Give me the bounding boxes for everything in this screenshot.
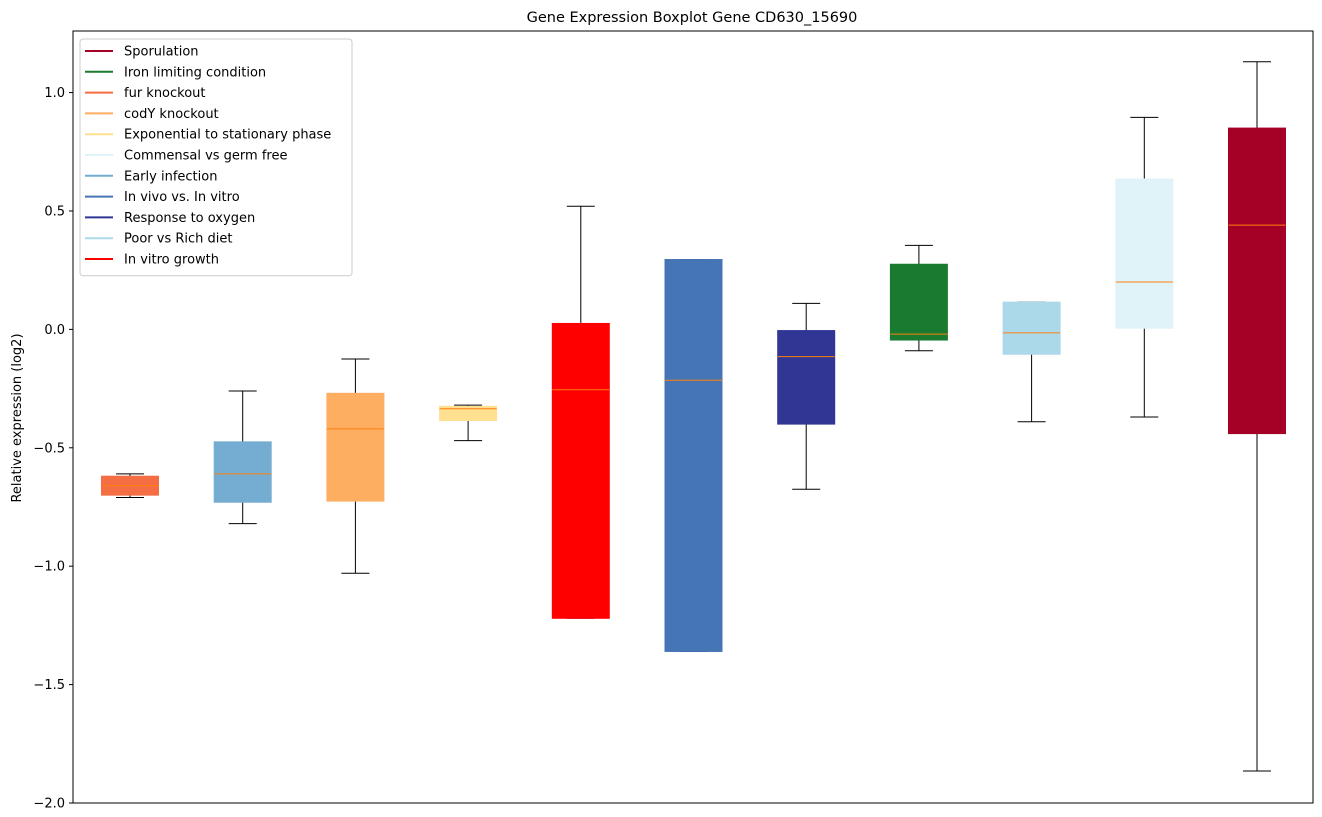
legend-label: Iron limiting condition xyxy=(124,65,266,80)
box-in-vitro-growth xyxy=(551,322,610,619)
box-exponential-to-stationary-phase xyxy=(439,405,498,422)
axes-layer: −2.0 −1.5 −1.0 −0.5 0.0 0.5 1.0 xyxy=(33,30,1314,812)
y-tick-label: −0.5 xyxy=(33,441,65,456)
box-group-11 xyxy=(1228,61,1286,772)
boxes-layer xyxy=(101,61,1286,772)
box-group-7 xyxy=(777,302,836,490)
y-tick-label: −1.5 xyxy=(33,678,65,693)
legend-label: Early infection xyxy=(124,169,217,184)
box-early-infection xyxy=(213,441,272,503)
box-commensal-vs-germ-free xyxy=(1115,178,1174,329)
y-tick-label: 0.5 xyxy=(44,204,65,219)
box-response-to-oxygen xyxy=(777,330,836,425)
box-group-5 xyxy=(551,205,610,619)
legend-label: codY knockout xyxy=(124,107,219,122)
box-group-8 xyxy=(889,244,948,352)
box-group-9 xyxy=(1002,301,1061,423)
chart-title: Gene Expression Boxplot Gene CD630_15690 xyxy=(527,10,858,26)
legend-label: Exponential to stationary phase xyxy=(124,128,331,143)
legend-label: In vivo vs. In vitro xyxy=(124,190,240,205)
legend-label: Commensal vs germ free xyxy=(124,149,287,164)
y-tick-label: −1.0 xyxy=(33,560,65,575)
legend-frame xyxy=(79,38,353,277)
legend: Sporulation Iron limiting condition fur kn… xyxy=(79,38,353,277)
plot-frame xyxy=(72,30,1314,804)
box-group-1 xyxy=(101,473,159,499)
box-iron-limiting-condition xyxy=(889,263,948,341)
box-poor-vs-rich-diet xyxy=(1002,301,1061,355)
box-group-4 xyxy=(439,404,498,442)
box-cody-knockout xyxy=(326,392,385,502)
legend-label: Poor vs Rich diet xyxy=(124,232,232,247)
box-sporulation xyxy=(1228,127,1286,435)
box-group-6 xyxy=(664,259,723,652)
box-in-vivo-vs-in-vitro xyxy=(664,259,723,652)
box-group-2 xyxy=(213,390,272,525)
legend-label: Sporulation xyxy=(124,45,199,60)
legend-label: fur knockout xyxy=(124,86,206,101)
box-group-3 xyxy=(326,358,385,574)
y-axis-label: Relative expression (log2) xyxy=(10,333,25,502)
legend-label: In vitro growth xyxy=(124,253,219,268)
y-tick-label: 1.0 xyxy=(44,86,65,101)
y-tick-label: −2.0 xyxy=(33,797,65,812)
legend-label: Response to oxygen xyxy=(124,211,255,226)
y-tick-label: 0.0 xyxy=(44,323,65,338)
box-group-10 xyxy=(1115,116,1174,418)
